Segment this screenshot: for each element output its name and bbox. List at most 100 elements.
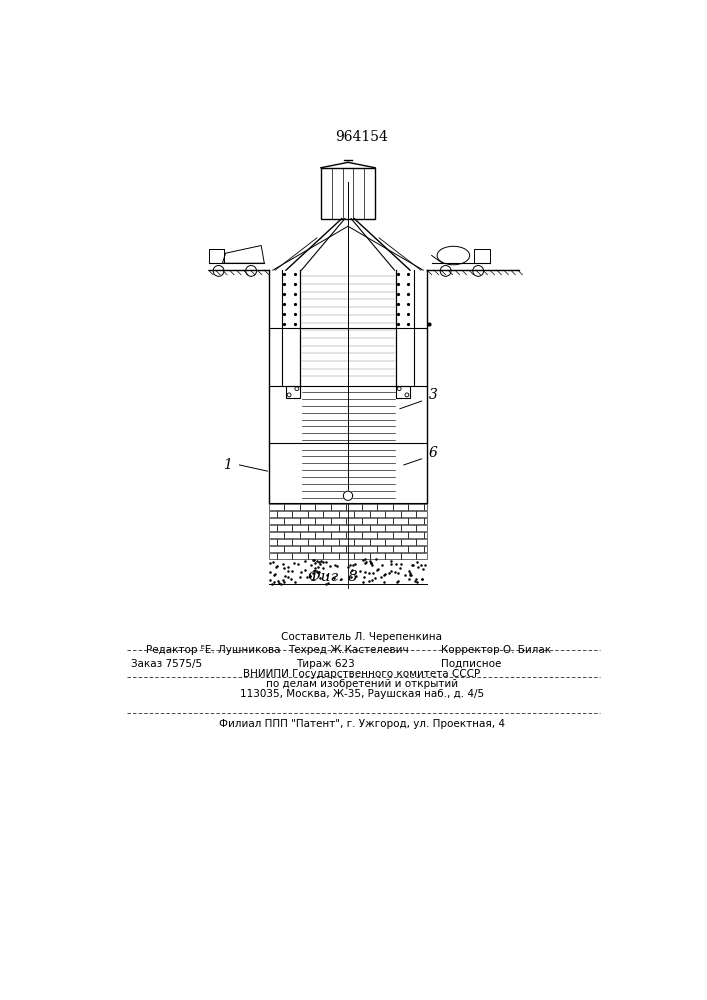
Bar bbox=[424, 504, 427, 510]
Bar bbox=[378, 518, 393, 524]
Bar bbox=[269, 532, 284, 538]
Bar bbox=[409, 546, 424, 552]
Bar bbox=[393, 504, 409, 510]
Bar bbox=[331, 518, 346, 524]
Bar bbox=[409, 504, 424, 510]
Bar bbox=[321, 168, 375, 219]
Text: Подписное: Подписное bbox=[441, 659, 501, 669]
Bar bbox=[284, 518, 300, 524]
Bar bbox=[346, 504, 362, 510]
Bar bbox=[416, 525, 427, 531]
Bar bbox=[416, 511, 427, 517]
Bar bbox=[362, 518, 378, 524]
Bar bbox=[323, 511, 339, 517]
Bar bbox=[331, 504, 346, 510]
Bar bbox=[346, 518, 362, 524]
Bar bbox=[315, 518, 331, 524]
Bar bbox=[409, 518, 424, 524]
Bar bbox=[409, 532, 424, 538]
Bar bbox=[323, 553, 339, 559]
Text: ВНИИПИ Государственного комитета СССР: ВНИИПИ Государственного комитета СССР bbox=[243, 669, 481, 679]
Bar bbox=[292, 539, 308, 545]
Bar bbox=[370, 553, 385, 559]
Bar bbox=[269, 525, 276, 531]
Bar bbox=[308, 525, 323, 531]
Text: Редактор ᴱЕ. Лушникова: Редактор ᴱЕ. Лушникова bbox=[146, 645, 281, 655]
Bar bbox=[276, 511, 292, 517]
Bar bbox=[416, 553, 427, 559]
Bar bbox=[401, 553, 416, 559]
Bar bbox=[323, 525, 339, 531]
Bar bbox=[308, 553, 323, 559]
Bar bbox=[362, 532, 378, 538]
Bar bbox=[269, 546, 284, 552]
Bar bbox=[308, 511, 323, 517]
Bar bbox=[292, 525, 308, 531]
Bar bbox=[346, 546, 362, 552]
Bar bbox=[284, 532, 300, 538]
Bar bbox=[315, 504, 331, 510]
Bar bbox=[416, 539, 427, 545]
Bar bbox=[323, 539, 339, 545]
Bar bbox=[284, 504, 300, 510]
Bar bbox=[284, 546, 300, 552]
Text: Тираж 623: Тираж 623 bbox=[296, 659, 355, 669]
Bar bbox=[385, 539, 401, 545]
Bar bbox=[300, 518, 315, 524]
Bar bbox=[370, 525, 385, 531]
Bar bbox=[378, 546, 393, 552]
Bar bbox=[315, 546, 331, 552]
Bar bbox=[269, 504, 284, 510]
Bar bbox=[269, 511, 276, 517]
Bar bbox=[370, 511, 385, 517]
Text: Заказ 7575/5: Заказ 7575/5 bbox=[131, 659, 202, 669]
Text: Фиг. 8: Фиг. 8 bbox=[308, 570, 357, 584]
Bar bbox=[276, 525, 292, 531]
Bar bbox=[269, 553, 276, 559]
Bar bbox=[308, 539, 323, 545]
Text: 1: 1 bbox=[223, 458, 233, 472]
Text: 964154: 964154 bbox=[336, 130, 388, 144]
Bar bbox=[300, 546, 315, 552]
Bar bbox=[276, 539, 292, 545]
Text: Техред Ж.Кастелевич: Техред Ж.Кастелевич bbox=[288, 645, 409, 655]
Bar bbox=[315, 532, 331, 538]
Bar bbox=[292, 553, 308, 559]
Bar bbox=[354, 511, 370, 517]
Bar bbox=[354, 525, 370, 531]
Bar bbox=[331, 532, 346, 538]
Bar bbox=[354, 539, 370, 545]
Bar bbox=[292, 511, 308, 517]
Text: 3: 3 bbox=[429, 388, 438, 402]
Bar bbox=[269, 518, 284, 524]
Bar bbox=[300, 504, 315, 510]
Bar bbox=[385, 553, 401, 559]
Bar bbox=[339, 553, 354, 559]
Bar bbox=[393, 518, 409, 524]
Bar bbox=[362, 546, 378, 552]
Bar bbox=[331, 546, 346, 552]
Bar bbox=[385, 525, 401, 531]
Bar bbox=[401, 539, 416, 545]
Bar bbox=[276, 553, 292, 559]
Bar bbox=[393, 546, 409, 552]
Text: по делам изобретений и открытий: по делам изобретений и открытий bbox=[266, 679, 458, 689]
Bar bbox=[346, 532, 362, 538]
Bar bbox=[339, 539, 354, 545]
Bar bbox=[378, 504, 393, 510]
Text: 113035, Москва, Ж-35, Раушская наб., д. 4/5: 113035, Москва, Ж-35, Раушская наб., д. … bbox=[240, 689, 484, 699]
Bar bbox=[424, 546, 427, 552]
Bar bbox=[354, 553, 370, 559]
Bar bbox=[300, 532, 315, 538]
Polygon shape bbox=[344, 491, 353, 500]
Text: Филиал ППП "Патент", г. Ужгород, ул. Проектная, 4: Филиал ППП "Патент", г. Ужгород, ул. Про… bbox=[219, 719, 505, 729]
Text: Составитель Л. Черепенкина: Составитель Л. Черепенкина bbox=[281, 632, 443, 642]
Bar bbox=[424, 532, 427, 538]
Bar bbox=[424, 518, 427, 524]
Bar bbox=[370, 539, 385, 545]
Bar bbox=[269, 539, 276, 545]
Bar bbox=[385, 511, 401, 517]
Bar bbox=[339, 525, 354, 531]
Bar bbox=[339, 511, 354, 517]
Bar bbox=[362, 504, 378, 510]
